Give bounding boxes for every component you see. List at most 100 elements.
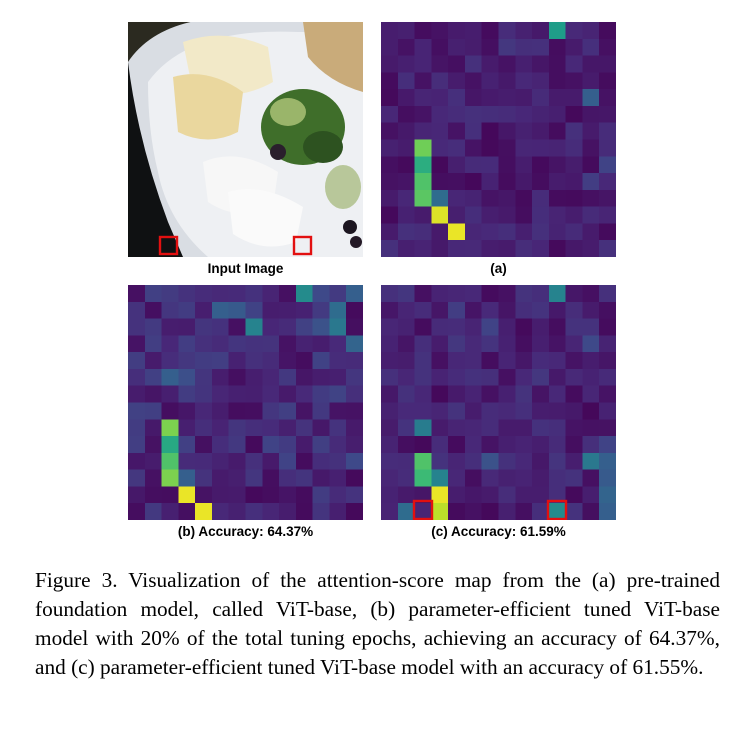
heatmap-cell <box>178 385 196 403</box>
heatmap-cell <box>548 486 566 504</box>
heatmap-cell <box>195 486 213 504</box>
heatmap-cell <box>498 419 516 437</box>
heatmap-cell <box>448 385 466 403</box>
heatmap-cell <box>448 318 466 336</box>
heatmap-cell <box>481 206 499 224</box>
heatmap-cell <box>582 173 600 191</box>
heatmap-cell <box>464 72 483 90</box>
heatmap-cell <box>144 486 162 504</box>
heatmap-cell <box>397 139 415 157</box>
heatmap-cell <box>312 436 330 454</box>
heatmap-cell <box>211 318 230 336</box>
heatmap-cell <box>431 402 449 420</box>
heatmap-cell <box>448 469 466 487</box>
heatmap-cell <box>498 55 516 73</box>
heatmap-cell <box>414 452 432 470</box>
heatmap-cell <box>161 402 179 420</box>
heatmap-cell <box>346 486 364 504</box>
heatmap-cell <box>279 368 297 387</box>
input-photo <box>128 17 363 258</box>
heatmap-cell <box>565 503 583 521</box>
heatmap-cell <box>481 240 499 258</box>
heatmap-cell <box>195 436 213 454</box>
heatmap-cell <box>312 335 330 353</box>
heatmap-cell <box>448 55 466 73</box>
heatmap-cell <box>448 503 466 521</box>
heatmap-cell <box>128 368 146 387</box>
heatmap-cell <box>582 318 600 336</box>
heatmap-cell <box>295 452 313 470</box>
heatmap-cell <box>481 368 499 387</box>
heatmap-cell <box>481 139 499 157</box>
heatmap-cell <box>228 318 246 336</box>
heatmap-cell <box>279 402 297 420</box>
heatmap-cell <box>532 368 550 387</box>
heatmap-cell <box>582 486 600 504</box>
heatmap-cell <box>515 122 533 140</box>
heatmap-cell <box>532 318 550 336</box>
heatmap-cell <box>195 352 213 370</box>
heatmap-cell <box>532 105 550 124</box>
heatmap-cell <box>431 285 449 303</box>
heatmap-cell <box>532 38 550 56</box>
heatmap-cell <box>448 22 466 40</box>
heatmap-cell <box>599 352 617 370</box>
heatmap-cell <box>565 486 583 504</box>
heatmap-cell <box>381 318 399 336</box>
heatmap-cell <box>431 436 449 454</box>
heatmap-cell <box>211 419 230 437</box>
heatmap-cell <box>431 105 449 124</box>
heatmap-cell <box>565 206 583 224</box>
heatmap-cell <box>195 368 213 387</box>
heatmap-cell <box>464 122 483 140</box>
heatmap-cell <box>262 335 280 353</box>
panel-label-input: Input Image <box>207 261 284 276</box>
heatmap-cell <box>599 156 617 174</box>
heatmap-cell <box>397 105 415 124</box>
heatmap-cell <box>582 139 600 157</box>
heatmap-cell <box>431 72 449 90</box>
heatmap-cell <box>211 301 230 319</box>
heatmap-cell <box>448 223 466 241</box>
heatmap-cell <box>532 156 550 174</box>
heatmap-cell <box>397 189 415 207</box>
heatmap-cell <box>431 469 449 487</box>
heatmap-cell <box>211 385 230 403</box>
heatmap-cell <box>161 503 179 521</box>
heatmap-cell <box>481 486 499 504</box>
heatmap-cell <box>329 335 347 353</box>
heatmap-cell <box>397 385 415 403</box>
heatmap-cell <box>262 318 280 336</box>
heatmap-cell <box>128 352 146 370</box>
heatmap-cell <box>245 503 263 521</box>
heatmap-cell <box>414 89 432 107</box>
heatmap-cell <box>582 503 600 521</box>
heatmap-cell <box>397 285 415 303</box>
heatmap-cell <box>565 55 583 73</box>
heatmap-cell <box>279 503 297 521</box>
heatmap-cell <box>295 469 313 487</box>
heatmap-cell <box>397 223 415 241</box>
heatmap-cell <box>448 38 466 56</box>
heatmap-cell <box>178 402 196 420</box>
heatmap-cell <box>178 318 196 336</box>
heatmap-cell <box>228 301 246 319</box>
heatmap-cell <box>178 436 196 454</box>
heatmap-cell <box>464 89 483 107</box>
heatmap-cell <box>582 452 600 470</box>
heatmap-cell <box>481 223 499 241</box>
heatmap-cell <box>414 436 432 454</box>
heatmap-cell <box>464 402 483 420</box>
heatmap-cell <box>397 368 415 387</box>
heatmap-cell <box>414 22 432 40</box>
heatmap-cell <box>228 385 246 403</box>
heatmap-cell <box>599 318 617 336</box>
heatmap-cell <box>178 452 196 470</box>
heatmap-cell <box>195 318 213 336</box>
heatmap-cell <box>481 436 499 454</box>
heatmap-cell <box>346 402 364 420</box>
heatmap-cell <box>381 503 399 521</box>
heatmap-cell <box>381 122 399 140</box>
heatmap-cell <box>228 285 246 303</box>
heatmap-cell <box>532 452 550 470</box>
